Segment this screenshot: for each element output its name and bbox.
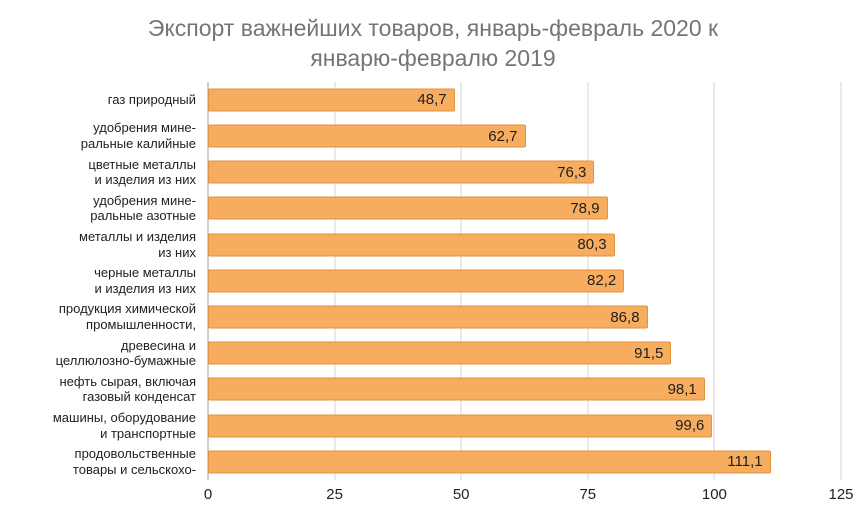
- chart-row: металлы и изделия из них 80,3: [0, 227, 841, 263]
- bar: 62,7: [208, 124, 526, 148]
- category-label: нефть сырая, включая газовый конденсат: [59, 373, 196, 405]
- x-tick-label: 0: [203, 485, 213, 503]
- x-tick-label: 50: [452, 485, 470, 503]
- category-label: древесина и целлюлозно-бумажные: [55, 337, 196, 369]
- bar: 48,7: [208, 88, 455, 112]
- bar-track: 86,8: [208, 299, 841, 335]
- bar-track: 80,3: [208, 227, 841, 263]
- chart-row: удобрения мине- ральные калийные 62,7: [0, 118, 841, 154]
- x-tick-label: 25: [326, 485, 343, 503]
- chart-row: продовольственные товары и сельскохо- 111…: [0, 444, 841, 480]
- bar-value-label: 48,7: [417, 91, 447, 109]
- bar: 78,9: [208, 196, 608, 220]
- bar-value-label: 78,9: [570, 199, 600, 217]
- bar-value-label: 98,1: [667, 380, 697, 398]
- chart-title: Экспорт важнейших товаров, январь-феврал…: [147, 15, 719, 71]
- gridline: [840, 81, 842, 480]
- category-label: цветные металлы и изделия из них: [88, 156, 196, 188]
- bar-track: 76,3: [208, 154, 841, 190]
- bar: 76,3: [208, 160, 595, 184]
- gridline: [713, 81, 715, 480]
- bar: 91,5: [208, 341, 672, 365]
- bar: 99,6: [208, 414, 713, 438]
- bar: 86,8: [208, 305, 648, 329]
- category-label: газ природный: [107, 92, 196, 108]
- bar-track: 111,1: [208, 444, 841, 480]
- bar-track: 98,1: [208, 371, 841, 407]
- bar-value-label: 111,1: [727, 453, 763, 471]
- x-tick-label: 125: [828, 485, 854, 503]
- bar: 98,1: [208, 377, 705, 401]
- category-label: черные металлы и изделия из них: [94, 265, 196, 296]
- bar-value-label: 86,8: [610, 308, 640, 326]
- x-tick-label: 75: [579, 485, 597, 503]
- category-label: продовольственные товары и сельскохо-: [72, 446, 196, 477]
- category-label: удобрения мине- ральные калийные: [80, 120, 196, 152]
- bar-value-label: 82,2: [587, 272, 617, 290]
- category-label: машины, оборудование и транспортные: [52, 409, 196, 441]
- category-label: продукция химической промышленности,: [58, 301, 196, 332]
- chart-row: газ природный 48,7: [0, 82, 841, 118]
- bar-track: 62,7: [208, 118, 841, 154]
- bar-value-label: 62,7: [488, 127, 518, 145]
- bar-value-label: 91,5: [634, 344, 664, 362]
- x-axis: 0 25 50 75 100 125: [204, 480, 854, 508]
- bar-track: 48,7: [208, 82, 841, 118]
- category-label: металлы и изделия из них: [79, 229, 196, 260]
- chart-row: удобрения мине- ральные азотные 78,9: [0, 190, 841, 226]
- x-tick-label: 100: [701, 485, 727, 503]
- category-label: удобрения мине- ральные азотные: [90, 192, 196, 224]
- chart-row: нефть сырая, включая газовый конденсат 98…: [0, 371, 841, 407]
- bar-value-label: 80,3: [577, 236, 607, 254]
- bar-value-label: 76,3: [557, 163, 587, 181]
- bar-chart: газ природный 48,7 удобрения мине- ральные…: [0, 81, 866, 508]
- bar-value-label: 99,6: [675, 417, 705, 435]
- chart-rows: газ природный 48,7 удобрения мине- ральные…: [0, 81, 842, 480]
- chart-row: цветные металлы и изделия из них 76,3: [0, 154, 841, 190]
- chart-row: черные металлы и изделия из них 82,2: [0, 263, 841, 299]
- bar-track: 91,5: [208, 335, 841, 371]
- chart-row: машины, оборудование и транспортные 99,6: [0, 407, 841, 443]
- bar-track: 99,6: [208, 407, 841, 443]
- bar-track: 82,2: [208, 263, 841, 299]
- bar-track: 78,9: [208, 190, 841, 226]
- bar: 111,1: [208, 450, 771, 474]
- chart-row: древесина и целлюлозно-бумажные 91,5: [0, 335, 841, 371]
- chart-row: продукция химической промышленности, 86,8: [0, 299, 841, 335]
- bar: 80,3: [208, 233, 615, 257]
- bar: 82,2: [208, 269, 625, 293]
